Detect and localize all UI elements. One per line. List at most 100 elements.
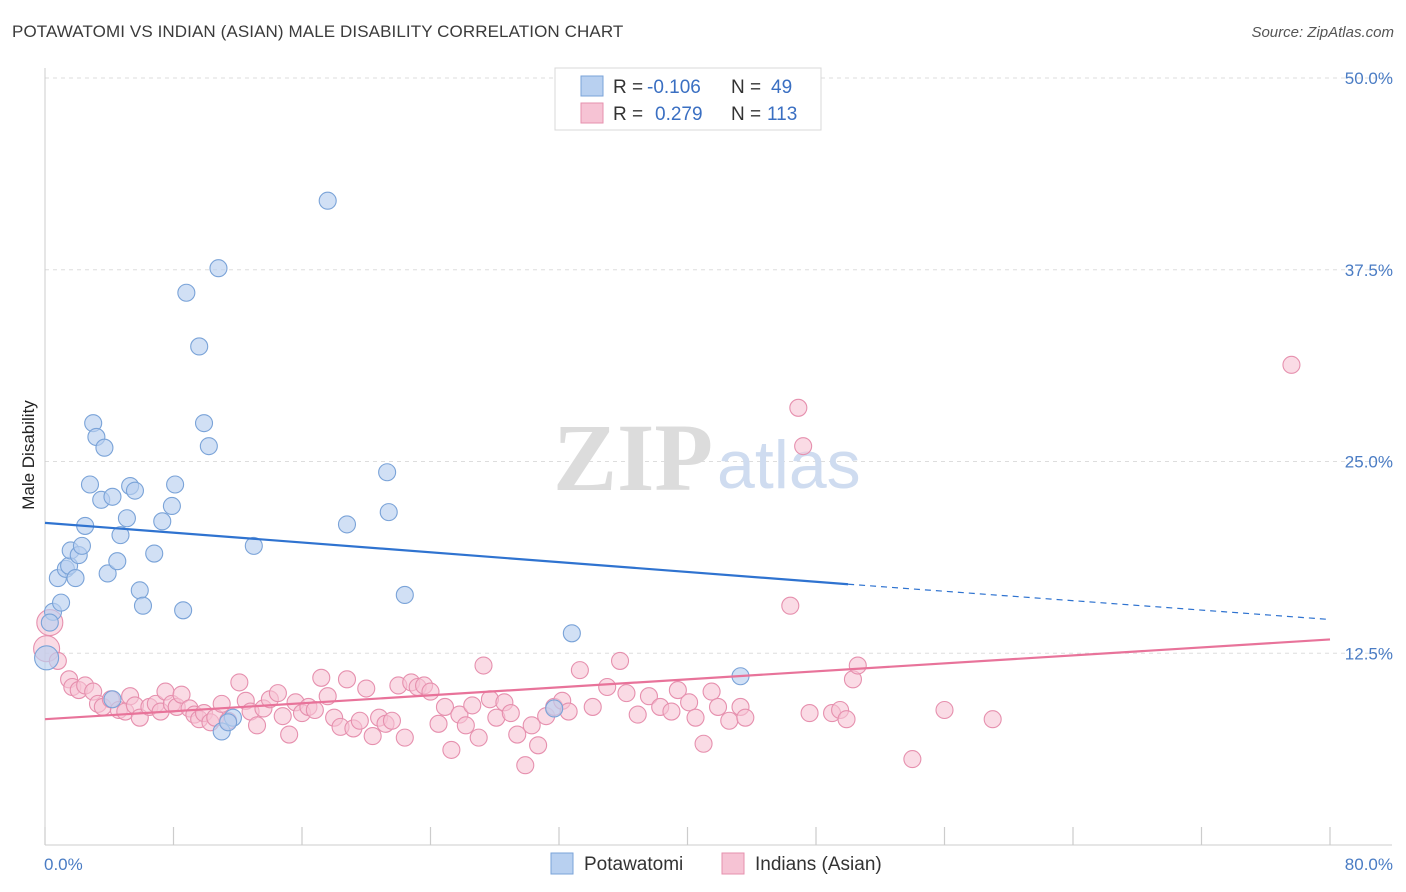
- potawatomi-point: [174, 601, 193, 620]
- indians-asian-point: [516, 756, 535, 775]
- x-tick-label-1: 80.0%: [1345, 855, 1393, 874]
- indians-asian-point: [583, 697, 602, 716]
- indians-asian-point: [382, 711, 402, 730]
- y-tick-label-0: 12.5%: [1345, 644, 1393, 663]
- indians-asian-point: [598, 677, 617, 697]
- potawatomi-point: [98, 564, 117, 583]
- y-tick-label-3: 50.0%: [1345, 69, 1393, 88]
- potawatomi-point: [111, 526, 130, 545]
- indians-asian-point: [435, 697, 455, 716]
- potawatomi-point: [72, 536, 91, 555]
- indians-asian-point: [421, 682, 440, 701]
- x-tick-labels: 0.0% 80.0%: [44, 855, 1393, 874]
- indians-asian-point: [442, 740, 461, 759]
- potawatomi-point: [117, 509, 136, 528]
- indians-asian-point: [708, 697, 728, 716]
- y-axis-title: Male Disability: [19, 400, 38, 510]
- potawatomi-point: [209, 259, 228, 278]
- potawatomi-point: [378, 463, 397, 482]
- potawatomi-point: [153, 512, 172, 531]
- indians-asian-point: [268, 684, 287, 703]
- potawatomi-point: [379, 503, 398, 522]
- indians-asian-point: [273, 707, 292, 726]
- potawatomi-point: [244, 536, 263, 555]
- bottom-legend-swatch-indians-asian: [721, 852, 745, 875]
- potawatomi-point: [199, 437, 218, 456]
- indians-asian-point: [172, 685, 191, 704]
- potawatomi-point: [545, 699, 564, 718]
- indians-asian-point: [305, 700, 324, 720]
- potawatomi-point: [194, 414, 214, 433]
- trend-lines: [44, 521, 1331, 721]
- potawatomi-point: [145, 544, 164, 563]
- legend-n-value-1: 49: [771, 77, 792, 98]
- indians-asian-point: [617, 684, 636, 703]
- indians-asian-point: [781, 596, 800, 615]
- y-tick-label-2: 37.5%: [1345, 261, 1393, 280]
- indians-asian-point: [1282, 355, 1301, 374]
- y-tick-label-1: 25.0%: [1345, 453, 1393, 472]
- potawatomi-point: [34, 645, 60, 671]
- indians-asian-point: [800, 704, 819, 723]
- potawatomi-point: [562, 624, 581, 643]
- indians-asian-point: [456, 716, 475, 735]
- potawatomi-point: [133, 596, 153, 615]
- watermark-atlas: atlas: [717, 427, 861, 503]
- potawatomi-point: [103, 487, 122, 506]
- indians-asian-point: [628, 705, 647, 724]
- indians-asian-point: [357, 679, 376, 698]
- indians-asian-point: [247, 716, 267, 735]
- bottom-legend: Potawatomi Indians (Asian): [550, 852, 882, 875]
- bottom-legend-label-potawatomi: Potawatomi: [584, 854, 683, 875]
- source-label: Source: ZipAtlas.com: [1251, 24, 1394, 41]
- indians-asian-point: [363, 727, 382, 746]
- bottom-legend-swatch-potawatomi: [550, 852, 574, 875]
- indians-asian-point: [280, 725, 299, 744]
- indians-asian-point: [639, 687, 659, 706]
- potawatomi-point: [80, 475, 100, 494]
- chart-title: POTAWATOMI VS INDIAN (ASIAN) MALE DISABI…: [12, 22, 624, 41]
- top-legend: R = -0.106 N = 49 R = 0.279 N = 113: [554, 67, 822, 131]
- indians-asian-trend-line: [44, 638, 1331, 721]
- legend-n-label-1: N =: [731, 77, 761, 98]
- potawatomi-point: [130, 581, 149, 600]
- indians-asian-point: [570, 661, 589, 680]
- potawatomi-point: [95, 438, 114, 457]
- indians-asian-point: [230, 673, 249, 692]
- indians-asian-point: [789, 398, 808, 417]
- legend-r-value-2: 0.279: [655, 104, 703, 125]
- indians-asian-point: [983, 710, 1002, 729]
- potawatomi-point: [166, 475, 185, 494]
- indians-asian-point: [312, 668, 331, 687]
- potawatomi-point: [125, 481, 144, 500]
- indians-asian-point: [903, 750, 922, 769]
- indians-asian-point: [694, 734, 713, 753]
- potawatomi-point: [108, 552, 127, 571]
- legend-n-value-2: 113: [767, 104, 797, 125]
- indians-asian-point: [662, 702, 681, 721]
- potawatomi-trend-extension: [848, 583, 1331, 621]
- potawatomi-point: [395, 585, 414, 605]
- watermark-zip: ZIP: [553, 404, 713, 511]
- indians-asian-point: [474, 656, 493, 675]
- indians-asian-point: [794, 437, 813, 456]
- indians-asian-point: [702, 682, 721, 701]
- potawatomi-point: [318, 191, 337, 210]
- legend-swatch-indians-asian: [580, 102, 604, 124]
- potawatomi-point: [219, 713, 238, 732]
- bottom-legend-label-indians-asian: Indians (Asian): [755, 854, 882, 875]
- potawatomi-points: [34, 191, 750, 741]
- potawatomi-point: [66, 569, 85, 588]
- indians-asian-point: [350, 711, 369, 730]
- y-tick-labels: 12.5% 25.0% 37.5% 50.0%: [1345, 69, 1393, 663]
- potawatomi-point: [190, 337, 209, 356]
- indians-asian-point: [508, 725, 527, 744]
- potawatomi-point: [177, 283, 196, 302]
- x-tick-label-0: 0.0%: [44, 855, 83, 874]
- indians-asian-point: [522, 716, 541, 735]
- indians-asian-point: [469, 728, 488, 747]
- indians-asian-point: [848, 656, 867, 675]
- indians-asian-point: [501, 704, 520, 723]
- legend-r-value-1: -0.106: [647, 77, 701, 98]
